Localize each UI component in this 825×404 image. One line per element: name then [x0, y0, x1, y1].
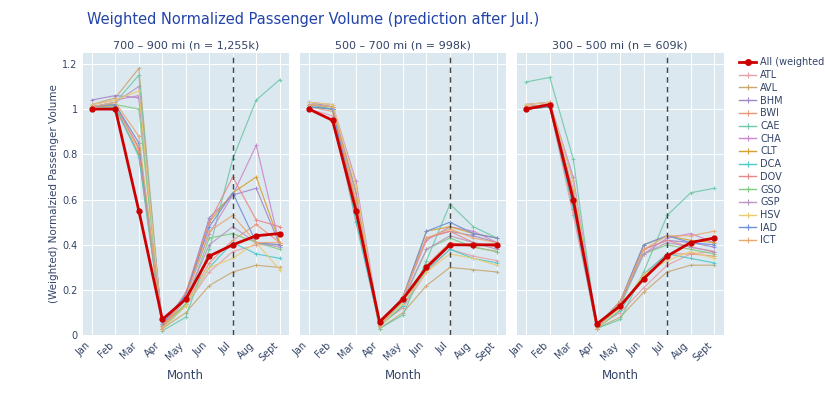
Title: 700 – 900 mi (n = 1,255k): 700 – 900 mi (n = 1,255k)	[113, 40, 259, 50]
X-axis label: Month: Month	[601, 368, 639, 381]
X-axis label: Month: Month	[167, 368, 205, 381]
Title: 500 – 700 mi (n = 998k): 500 – 700 mi (n = 998k)	[335, 40, 471, 50]
Legend: All (weighted), ATL, AVL, BHM, BWI, CAE, CHA, CLT, DCA, DOV, GSO, GSP, HSV, IAD,: All (weighted), ATL, AVL, BHM, BWI, CAE,…	[739, 57, 825, 246]
Text: Weighted Normalized Passenger Volume (prediction after Jul.): Weighted Normalized Passenger Volume (pr…	[87, 12, 540, 27]
X-axis label: Month: Month	[384, 368, 422, 381]
Y-axis label: (Weighted) Normalzied Passenger Volume: (Weighted) Normalzied Passenger Volume	[50, 84, 59, 303]
Title: 300 – 500 mi (n = 609k): 300 – 500 mi (n = 609k)	[553, 40, 688, 50]
